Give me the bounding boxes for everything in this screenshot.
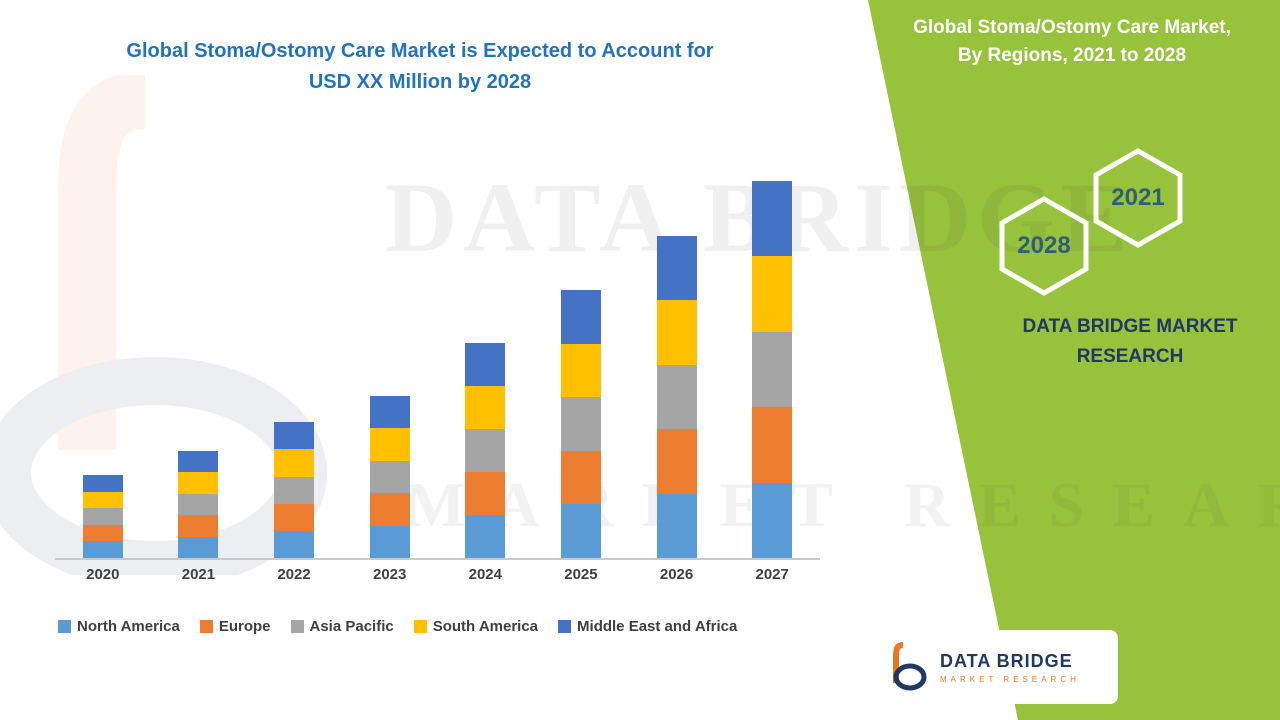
bar-segment [752, 256, 793, 332]
x-axis-label: 2025 [564, 566, 598, 583]
bar-segment [178, 450, 219, 473]
bar-segment [82, 541, 123, 558]
watermark-text-2: MARKET RESEARCH [405, 469, 1280, 540]
bar-segment [274, 449, 315, 477]
bar-segment [82, 508, 123, 525]
bar-segment [82, 491, 123, 509]
chart-legend: North America Europe Asia Pacific South Ame… [58, 618, 858, 635]
legend-swatch [290, 620, 304, 633]
bar-segment [178, 493, 219, 516]
bar-segment [752, 407, 793, 483]
bar-segment [274, 422, 315, 450]
x-axis-labels: 2020 2021 2022 2023 2024 2025 2026 2027 [55, 566, 820, 583]
bar-segment [82, 524, 123, 542]
hexagon-outline-icon [999, 196, 1089, 296]
x-axis-label: 2027 [755, 566, 789, 583]
bar-2024 [465, 343, 506, 558]
badge-year-2021: 2021 [1111, 184, 1165, 211]
bar-segment [656, 429, 697, 494]
x-axis-label: 2021 [181, 566, 216, 583]
logo-name: DATA BRIDGE [940, 650, 1073, 671]
legend-label: Europe [218, 618, 271, 635]
x-axis-label: 2024 [468, 566, 502, 583]
legend-swatch [199, 620, 213, 633]
bar-2025 [560, 290, 601, 558]
bar-segment [656, 364, 697, 430]
legend-label: North America [77, 618, 180, 635]
x-axis-label: 2022 [277, 566, 311, 583]
bar-segment [656, 300, 697, 365]
bar-2026 [656, 235, 697, 558]
bar-segment [369, 428, 410, 461]
bar-segment [752, 181, 793, 257]
hexagon-outline-icon [1093, 148, 1183, 248]
bar-2021 [178, 450, 219, 558]
bar-segment [560, 450, 601, 505]
bar-segment [465, 472, 506, 516]
hexagon-badge-2028: 2028 [998, 196, 1090, 296]
legend-item: Europe [199, 618, 271, 635]
badge-year-2028: 2028 [1017, 232, 1071, 259]
bar-2023 [369, 395, 410, 558]
stacked-bar-plot [55, 148, 820, 560]
chart-title-line2: USD XX Million by 2028 [308, 71, 532, 93]
x-axis-label: 2026 [659, 566, 694, 583]
bar-segment [752, 482, 793, 558]
legend-swatch [58, 620, 71, 633]
bar-segment [82, 475, 123, 492]
bar-segment [369, 493, 410, 526]
brand-text: DATA BRIDGE MARKET RESEARCH [1022, 316, 1238, 367]
data-bridge-logo-icon [893, 642, 927, 691]
bar-segment [178, 515, 219, 537]
x-axis-label: 2020 [86, 566, 120, 583]
side-panel-heading: Global Stoma/Ostomy Care Market, By Regi… [878, 14, 1266, 70]
bar-segment [274, 476, 315, 504]
legend-item: Asia Pacific [290, 618, 394, 635]
legend-item: North America [58, 618, 180, 635]
side-panel-heading-line1: Global Stoma/Ostomy Care Market, [913, 17, 1231, 38]
legend-swatch [558, 620, 572, 633]
bar-segment [369, 395, 410, 429]
bar-segment [560, 343, 601, 398]
legend-label: Middle East and Africa [577, 618, 738, 635]
bar-2022 [274, 422, 315, 558]
side-panel-heading-line2: By Regions, 2021 to 2028 [957, 45, 1187, 66]
bar-2027 [752, 181, 793, 558]
bar-segment [465, 343, 506, 387]
legend-item: South America [413, 618, 539, 635]
bar-segment [178, 472, 219, 494]
bar-segment [274, 503, 315, 531]
bar-2020 [82, 475, 123, 558]
legend-label: South America [432, 618, 539, 635]
chart-title: Global Stoma/Ostomy Care Market is Expec… [70, 36, 770, 98]
chart-title-line1: Global Stoma/Ostomy Care Market is Expec… [126, 40, 714, 62]
x-axis-label: 2023 [373, 566, 407, 583]
legend-item: Middle East and Africa [558, 618, 737, 635]
bar-segment [369, 460, 410, 494]
bar-segment [465, 429, 506, 473]
bar-segment [656, 235, 697, 301]
bar-segment [560, 504, 601, 558]
logo-card: DATA BRIDGE MARKET RESEARCH [872, 630, 1118, 704]
bar-segment [656, 493, 697, 558]
bar-segment [560, 397, 601, 451]
bar-segment [465, 386, 506, 430]
bar-segment [752, 331, 793, 408]
bar-segment [274, 530, 315, 558]
bar-segment [369, 525, 410, 558]
logo-tagline: MARKET RESEARCH [940, 674, 1080, 684]
legend-label: Asia Pacific [309, 618, 394, 635]
bar-segment [465, 515, 506, 558]
legend-swatch [413, 620, 427, 633]
hexagon-badge-2021: 2021 [1092, 148, 1184, 248]
bar-segment [560, 290, 601, 344]
bar-segment [178, 536, 219, 558]
logo-text-block: DATA BRIDGE MARKET RESEARCH [940, 651, 1080, 684]
